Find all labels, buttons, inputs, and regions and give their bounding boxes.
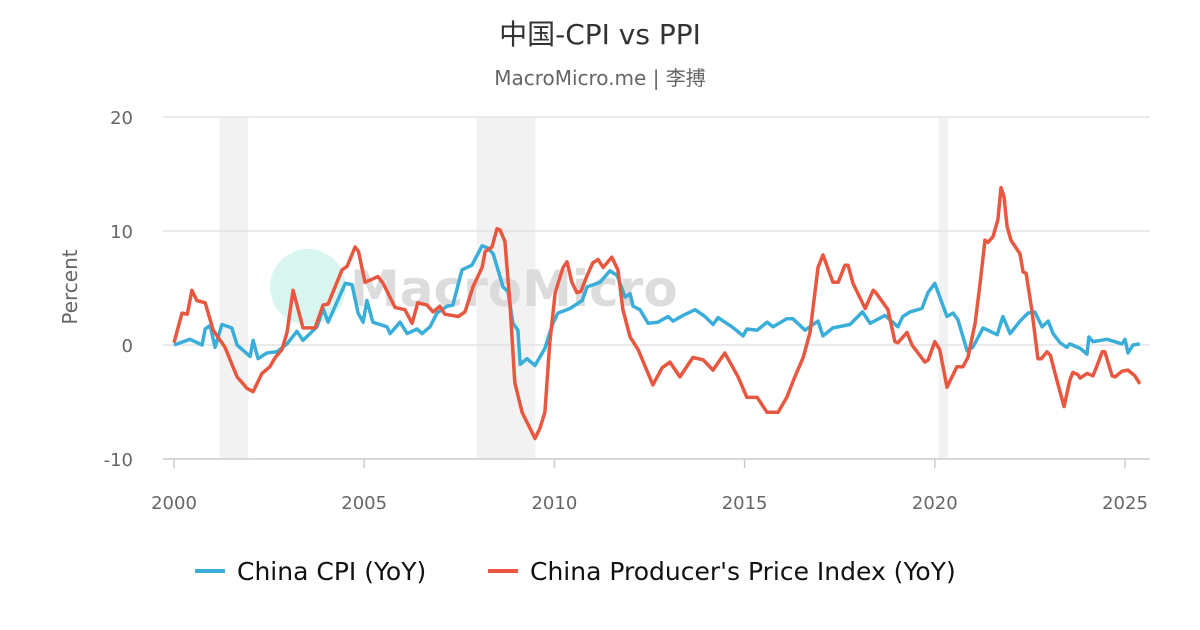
shaded-period (938, 117, 949, 459)
y-tick-label: -10 (104, 450, 133, 471)
legend-item[interactable]: China CPI (YoY) (195, 557, 426, 586)
x-tick-label: 2025 (1102, 493, 1148, 514)
y-axis-label: Percent (58, 249, 82, 324)
series-line-cpi (173, 244, 1141, 368)
x-tick-label: 2020 (912, 493, 958, 514)
shaded-period (219, 117, 249, 459)
legend: China CPI (YoY) China Producer's Price In… (195, 557, 956, 586)
y-tick-label: 0 (122, 336, 133, 357)
x-tick-label: 2010 (531, 493, 577, 514)
chart-title: 中国-CPI vs PPI (499, 18, 701, 51)
y-tick-label: 20 (110, 108, 133, 129)
x-tick-label: 2005 (341, 493, 387, 514)
y-tick-label: 10 (110, 222, 133, 243)
legend-label: China CPI (YoY) (237, 557, 426, 586)
chart-subtitle: MacroMicro.me | 李搏 (494, 66, 706, 90)
legend-item[interactable]: China Producer's Price Index (YoY) (488, 557, 956, 586)
x-tick-label: 2015 (722, 493, 768, 514)
x-tick-label: 2000 (151, 493, 197, 514)
series-line-ppi (172, 185, 1142, 441)
legend-label: China Producer's Price Index (YoY) (530, 557, 956, 586)
